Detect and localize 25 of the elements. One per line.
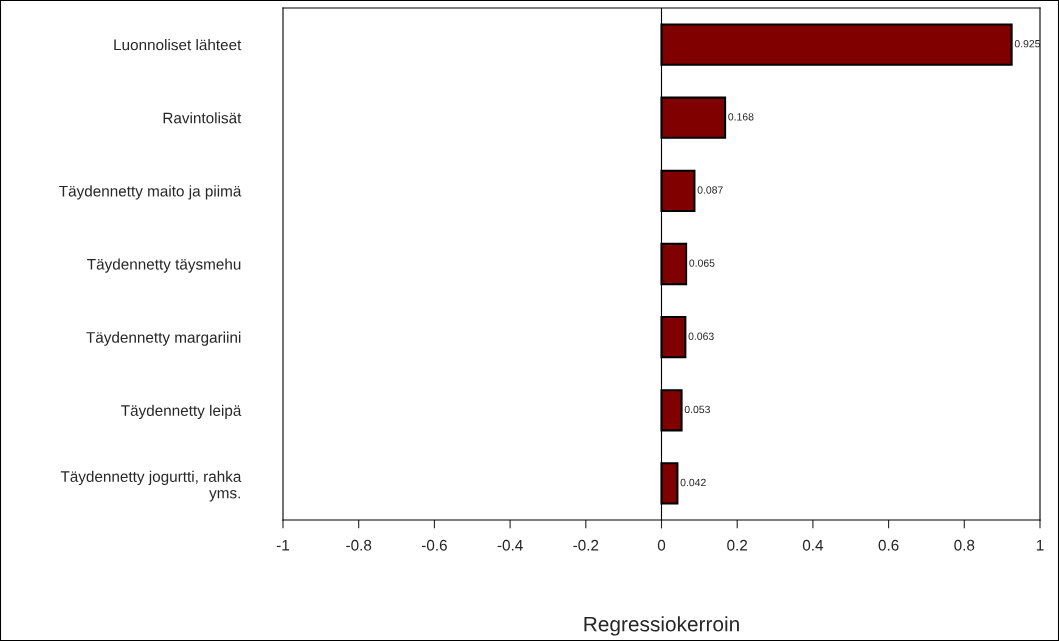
x-tick-label: 0.2 (727, 539, 748, 551)
y-tick-label: Täydennetty margariini (86, 331, 241, 346)
y-tick-label: Ravintolisät (163, 112, 242, 124)
data-label: 0.087 (697, 186, 723, 194)
x-tick-label: 0.4 (802, 539, 824, 551)
x-tick-label: -0.6 (421, 539, 447, 551)
data-label: 0.053 (684, 405, 710, 414)
y-tick-label: Täydennetty maito ja piimä (59, 185, 242, 200)
data-label: 0.065 (689, 259, 715, 267)
x-tick-label: 1 (1036, 540, 1044, 551)
x-tick-label: 0.8 (954, 539, 975, 551)
x-tick-label: -0.4 (497, 539, 523, 551)
x-tick-label: -1 (276, 540, 290, 551)
data-label: 0.063 (688, 332, 714, 340)
data-label: 0.042 (680, 478, 706, 487)
x-axis-title: Regressiokerroin (584, 616, 739, 636)
x-tick-label: 0 (657, 539, 666, 551)
y-tick-label: Täydennetty leipä (121, 404, 242, 419)
y-tick-label: Täydennetty täysmehu (87, 258, 241, 273)
data-label: 0.168 (728, 113, 754, 121)
y-tick-label: Täydennetty jogurtti, rahka yms. (60, 470, 242, 502)
x-tick-label: -0.8 (346, 539, 372, 551)
y-tick-label: Luonnoliset lähteet (114, 39, 242, 51)
x-tick-label: -0.2 (573, 539, 599, 551)
x-tick-label: 0.6 (878, 539, 899, 551)
